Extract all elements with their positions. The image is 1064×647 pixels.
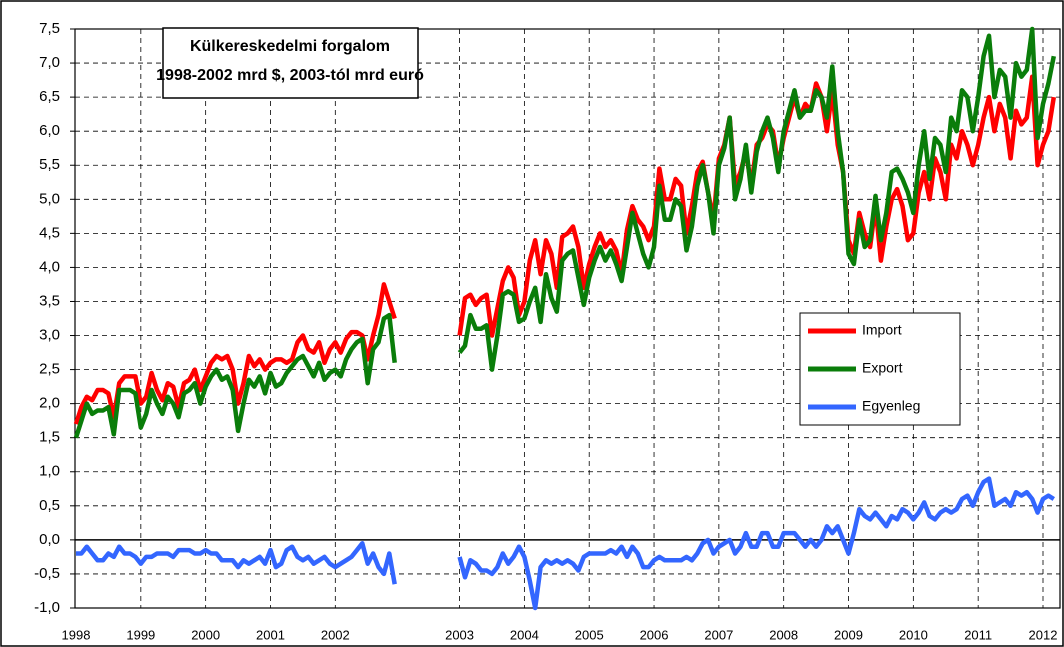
x-tick-label: 2002 <box>321 627 350 642</box>
x-tick-label: 2007 <box>704 627 733 642</box>
lines <box>73 26 1057 611</box>
legend-label: Egyenleg <box>862 398 920 414</box>
x-tick-label: 2009 <box>834 627 863 642</box>
x-tick-label: 2005 <box>575 627 604 642</box>
x-tick-label: 2008 <box>769 627 798 642</box>
y-tick-label: 4,5 <box>39 224 60 241</box>
x-tick-label: 1999 <box>126 627 155 642</box>
y-tick-label: 5,5 <box>39 156 60 173</box>
x-tick-label: 2006 <box>640 627 669 642</box>
chart-title: Külkereskedelmi forgalom <box>190 38 390 55</box>
legend-label: Import <box>862 322 902 338</box>
y-tick-label: 4,0 <box>39 258 60 275</box>
legend-label: Export <box>862 360 903 376</box>
x-tick-label: 2012 <box>1029 627 1058 642</box>
y-tick-label: 0,5 <box>39 497 60 514</box>
y-tick-label: 3,0 <box>39 326 60 343</box>
x-tick-label: 2010 <box>899 627 928 642</box>
chart-subtitle: 1998-2002 mrd $, 2003-tól mrd euró <box>156 67 424 84</box>
y-tick-label: 6,5 <box>39 88 60 105</box>
x-tick-label: 2000 <box>191 627 220 642</box>
x-tick-label: 2004 <box>510 627 539 642</box>
y-tick-label: 2,5 <box>39 361 60 378</box>
y-tick-label: 1,0 <box>39 463 60 480</box>
x-tick-label: 1998 <box>62 627 91 642</box>
x-tick-label: 2011 <box>964 627 992 642</box>
y-tick-label: 7,0 <box>39 54 60 71</box>
x-tick-label: 2003 <box>445 627 474 642</box>
y-tick-label: 5,0 <box>39 190 60 207</box>
y-tick-label: 7,5 <box>39 20 60 37</box>
x-tick-label: 2001 <box>256 627 285 642</box>
series-line <box>76 476 1055 611</box>
y-tick-label: 1,5 <box>39 429 60 446</box>
y-tick-label: 3,5 <box>39 292 60 309</box>
series-line <box>73 26 1057 439</box>
title-box <box>162 27 419 99</box>
y-tick-label: 6,0 <box>39 122 60 139</box>
y-tick-label: -1,0 <box>34 599 60 616</box>
y-tick-label: 2,0 <box>39 395 60 412</box>
y-tick-label: -0,5 <box>34 565 60 582</box>
y-tick-label: 0,0 <box>39 531 60 548</box>
